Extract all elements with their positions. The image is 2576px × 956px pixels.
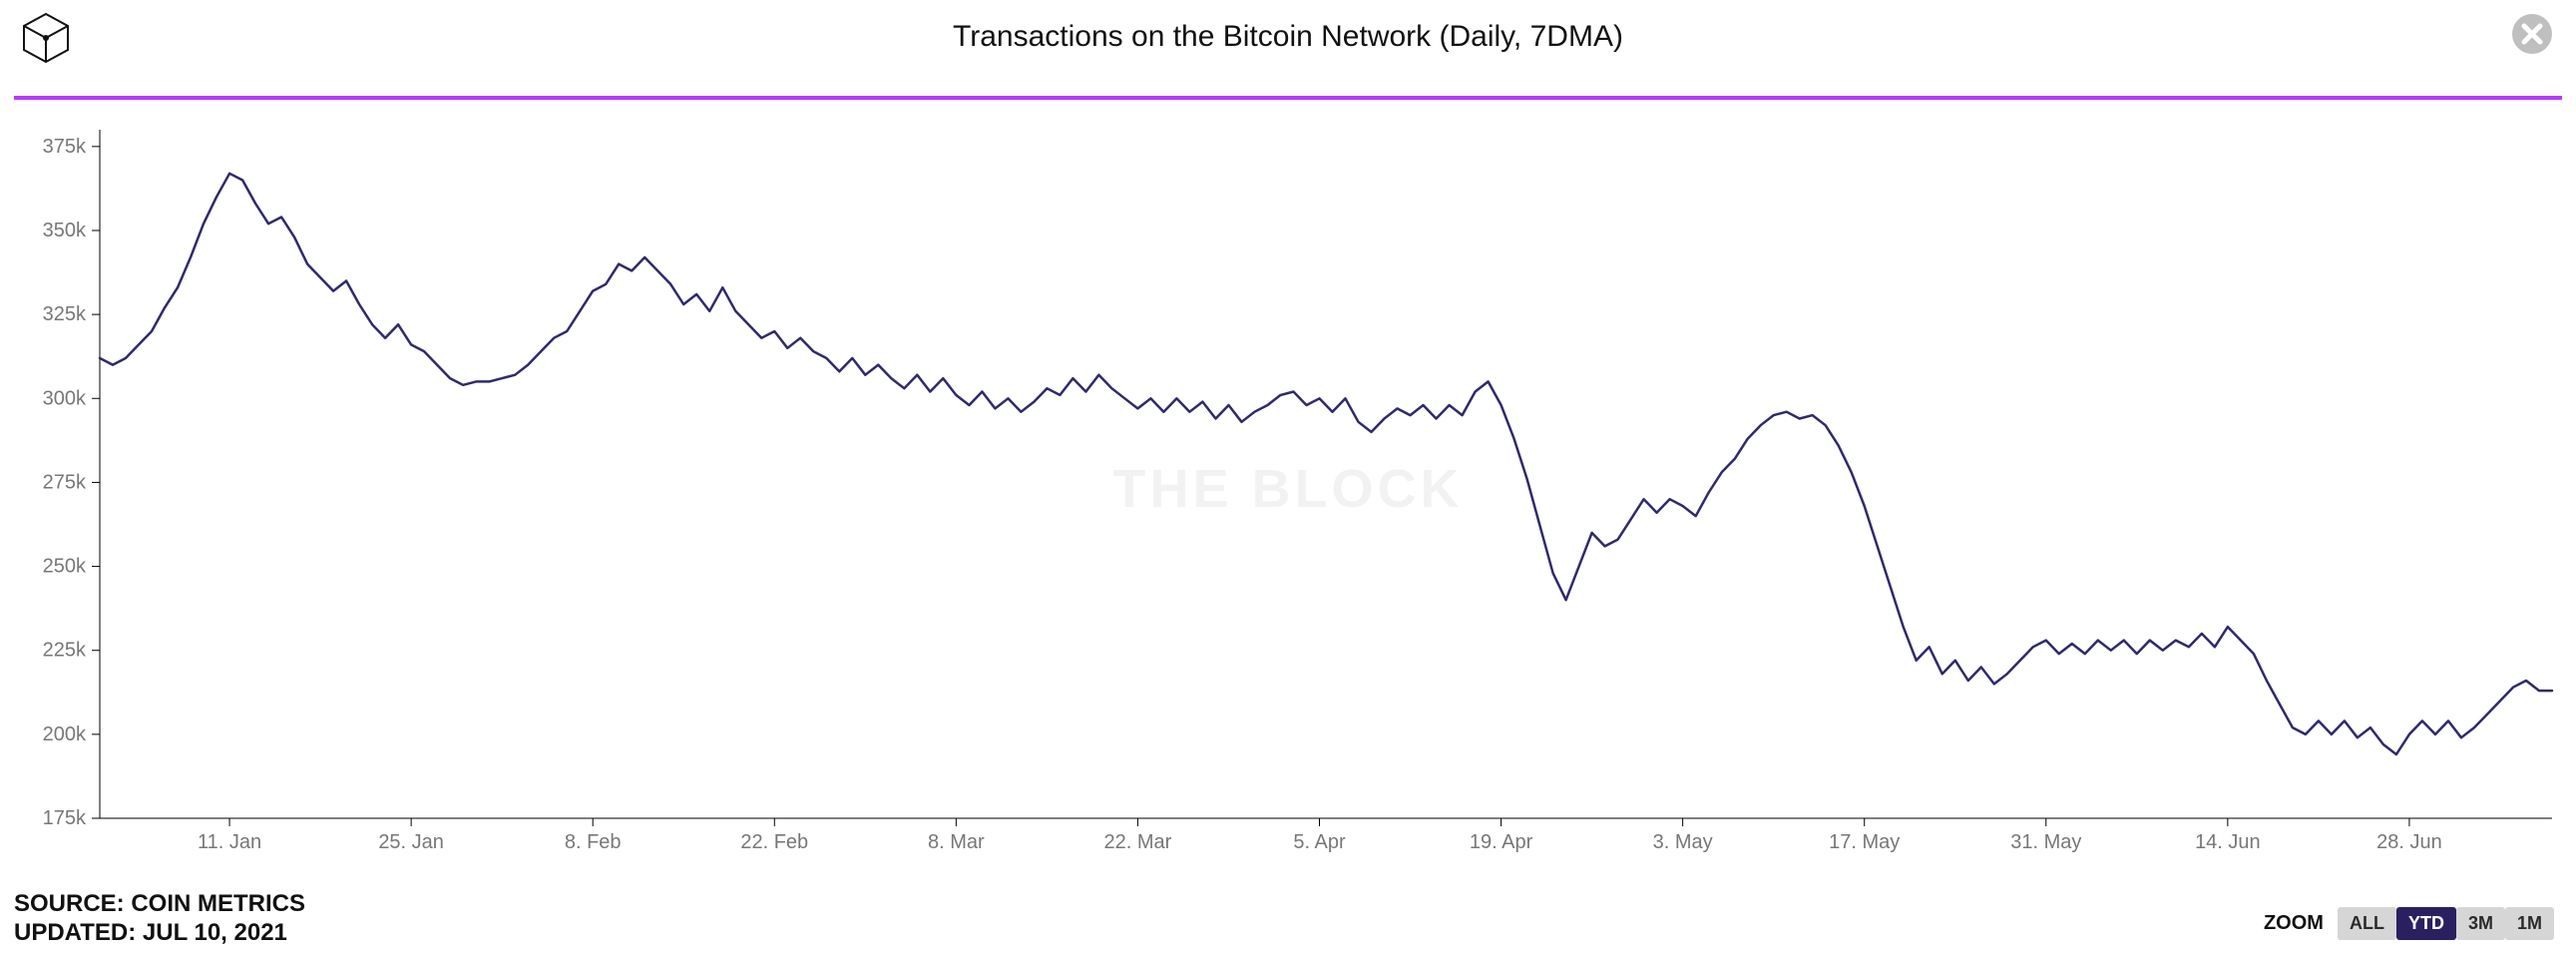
zoom-button-1m[interactable]: 1M bbox=[2505, 907, 2554, 940]
svg-text:350k: 350k bbox=[43, 220, 87, 241]
source-value: COIN METRICS bbox=[131, 890, 305, 917]
source-line: SOURCE: COIN METRICS bbox=[14, 890, 305, 919]
close-button[interactable] bbox=[2510, 12, 2554, 56]
svg-text:175k: 175k bbox=[43, 807, 87, 829]
svg-text:300k: 300k bbox=[43, 387, 87, 409]
svg-text:19. Apr: 19. Apr bbox=[1470, 831, 1533, 853]
close-icon bbox=[2510, 12, 2554, 56]
svg-text:200k: 200k bbox=[43, 723, 87, 745]
zoom-label: ZOOM bbox=[2264, 912, 2324, 935]
svg-text:225k: 225k bbox=[43, 640, 87, 662]
updated-label: UPDATED: bbox=[14, 919, 136, 946]
svg-text:250k: 250k bbox=[43, 556, 87, 578]
zoom-button-ytd[interactable]: YTD bbox=[2396, 907, 2456, 940]
svg-text:3. May: 3. May bbox=[1653, 831, 1713, 853]
chart-plot-area: 175k 200k 225k 250k 275k 300k 325k 350k 375k 11. … bbox=[14, 110, 2562, 868]
svg-text:8. Mar: 8. Mar bbox=[928, 831, 985, 853]
svg-text:11. Jan: 11. Jan bbox=[198, 831, 261, 853]
svg-text:5. Apr: 5. Apr bbox=[1293, 831, 1346, 853]
svg-text:22. Mar: 22. Mar bbox=[1104, 831, 1172, 853]
chart-footer: SOURCE: COIN METRICS UPDATED: JUL 10, 20… bbox=[14, 890, 305, 948]
svg-text:31. May: 31. May bbox=[2010, 831, 2081, 853]
zoom-button-all[interactable]: ALL bbox=[2338, 907, 2396, 940]
svg-text:325k: 325k bbox=[43, 303, 87, 325]
chart-container: Transactions on the Bitcoin Network (Dai… bbox=[0, 0, 2576, 956]
svg-text:17. May: 17. May bbox=[1829, 831, 1900, 853]
source-label: SOURCE: bbox=[14, 890, 125, 917]
chart-title: Transactions on the Bitcoin Network (Dai… bbox=[0, 20, 2576, 54]
svg-text:275k: 275k bbox=[43, 471, 87, 493]
svg-text:25. Jan: 25. Jan bbox=[378, 831, 444, 853]
updated-value: JUL 10, 2021 bbox=[143, 919, 287, 946]
svg-text:22. Feb: 22. Feb bbox=[740, 831, 808, 853]
svg-text:28. Jun: 28. Jun bbox=[2376, 831, 2442, 853]
zoom-button-3m[interactable]: 3M bbox=[2456, 907, 2505, 940]
zoom-controls: ZOOM ALLYTD3M1M bbox=[2264, 907, 2554, 940]
accent-underline bbox=[14, 96, 2562, 100]
svg-text:375k: 375k bbox=[43, 136, 87, 158]
updated-line: UPDATED: JUL 10, 2021 bbox=[14, 919, 305, 948]
svg-text:14. Jun: 14. Jun bbox=[2195, 831, 2261, 853]
svg-text:8. Feb: 8. Feb bbox=[565, 831, 622, 853]
